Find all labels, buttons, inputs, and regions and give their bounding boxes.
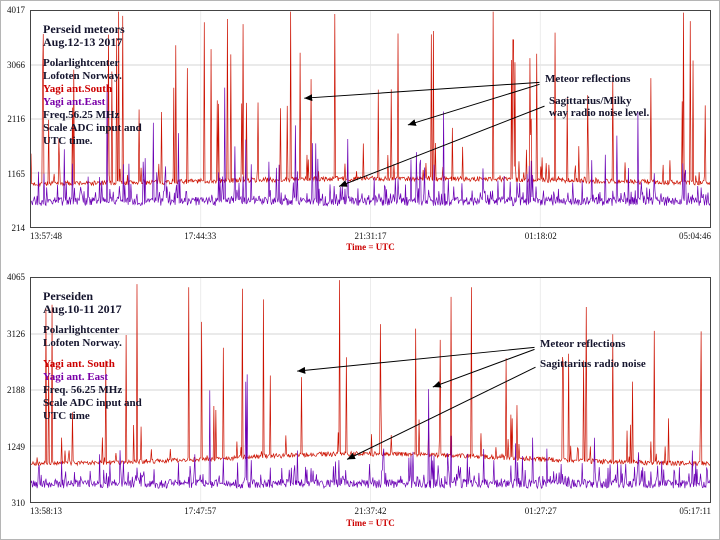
info-line: Freq.56.25 MHz — [43, 109, 120, 121]
info-line: Yagi ant.South — [43, 83, 113, 95]
x-tick-label: 13:57:48 — [30, 231, 63, 241]
info-block: Perseiden Aug.10-11 2017 Polarlightcenter L… — [43, 290, 142, 423]
info-line: Polarlightcenter — [43, 324, 120, 336]
y-axis: 4017 3066 2116 1165 214 — [0, 6, 28, 233]
x-tick-label: 21:31:17 — [354, 231, 387, 241]
chart-panel: 4065 3126 2188 1249 310 Perseiden Aug.10-11 2… — [0, 268, 720, 530]
y-axis: 4065 3126 2188 1249 310 — [0, 273, 28, 508]
info-line: Scale ADC input and — [43, 397, 142, 409]
y-tick-label: 2116 — [7, 114, 25, 124]
info-line: UTC time — [43, 410, 90, 422]
x-tick-label: 05:17:11 — [679, 506, 711, 516]
x-tick-label: 01:18:02 — [524, 231, 557, 241]
y-tick-label: 1249 — [7, 441, 25, 452]
y-tick-label: 3126 — [7, 328, 25, 339]
annotation-label: Sagittarius radio noise — [540, 358, 646, 370]
y-tick-label: 214 — [11, 223, 26, 233]
x-tick-label: 17:47:57 — [184, 506, 217, 516]
info-line: Perseiden — [43, 289, 93, 303]
info-line: Yagi ant. East — [43, 371, 109, 383]
info-line: Freq. 56.25 MHz — [43, 384, 123, 396]
info-line — [43, 350, 142, 358]
info-line: Aug.12-13 2017 — [43, 35, 123, 49]
info-line: Yagi ant. South — [43, 358, 115, 370]
y-tick-label: 1165 — [7, 168, 25, 179]
signal-trace-plot — [31, 11, 710, 227]
info-line: Perseid meteors — [43, 22, 125, 36]
info-line: Polarlightcenter — [43, 57, 120, 69]
x-tick-label: 21:37:42 — [354, 506, 387, 516]
info-block: Perseid meteors Aug.12-13 2017 Polarlightc… — [43, 23, 142, 148]
x-axis: 13:58:13 17:47:57 21:37:42 01:27:27 05:17:11 — [30, 506, 711, 517]
x-tick-label: 05:04:46 — [678, 231, 711, 241]
chart-panel: 4017 3066 2116 1165 214 Perseid meteors Aug.1… — [0, 0, 720, 268]
plot-area: Perseiden Aug.10-11 2017 Polarlightcenter L… — [30, 277, 711, 503]
info-line: Aug.10-11 2017 — [43, 302, 122, 316]
x-tick-label: 01:27:27 — [524, 506, 557, 516]
plot-area: Perseid meteors Aug.12-13 2017 Polarlightc… — [30, 10, 711, 228]
info-line: Lofoten Norway. — [43, 70, 122, 82]
y-tick-label: 2188 — [7, 385, 25, 395]
y-tick-label: 3066 — [7, 59, 25, 70]
info-line: UTC time. — [43, 135, 93, 147]
y-tick-label: 310 — [11, 498, 26, 508]
x-axis-title: Time = UTC — [346, 242, 395, 252]
x-tick-label: 17:44:33 — [184, 231, 217, 241]
annotation-label: Meteor reflections — [545, 73, 631, 85]
info-line — [43, 316, 142, 324]
annotation-label: Sagittarius/Milky way radio noise level. — [549, 95, 650, 119]
x-axis-title: Time = UTC — [346, 518, 395, 528]
x-axis: 13:57:48 17:44:33 21:31:17 01:18:02 05:04:46 — [30, 231, 711, 242]
info-line: Lofoten Norway. — [43, 337, 122, 349]
info-line: Yagi ant.East — [43, 96, 106, 108]
info-line — [43, 49, 142, 57]
x-tick-label: 13:58:13 — [30, 506, 63, 516]
y-tick-label: 4065 — [7, 272, 25, 282]
annotation-label: Meteor reflections — [540, 338, 626, 350]
y-tick-label: 4017 — [7, 5, 25, 15]
signal-trace-plot — [31, 278, 710, 502]
info-line: Scale ADC input and — [43, 122, 142, 134]
